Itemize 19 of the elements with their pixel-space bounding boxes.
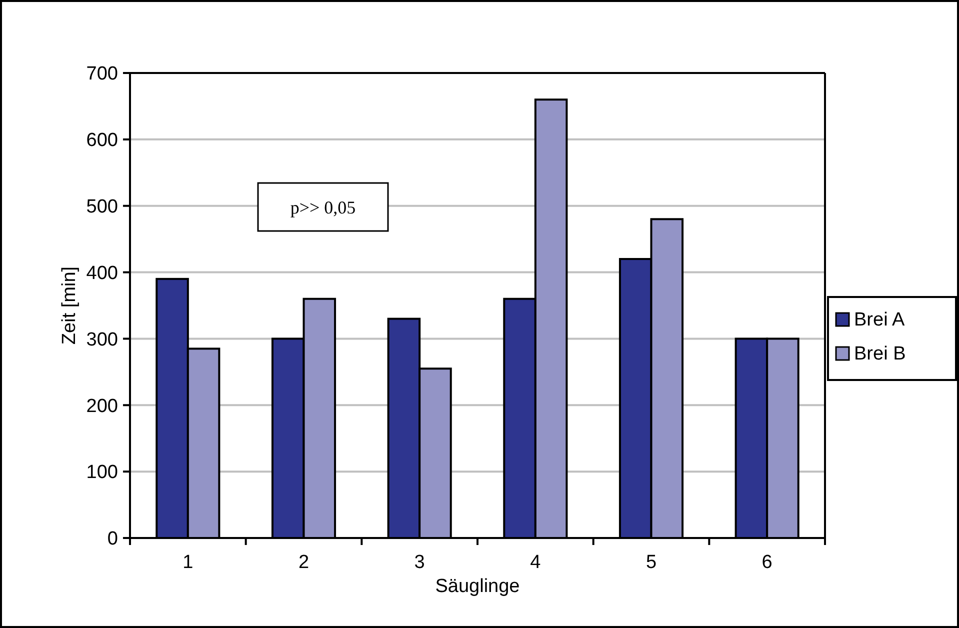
annotation: p>> 0,05	[290, 197, 356, 218]
x-tick-label: 1	[182, 552, 194, 573]
x-tick-label: 6	[762, 552, 772, 573]
x-tick-label: 2	[298, 552, 310, 573]
y-tick-label: 300	[86, 329, 118, 350]
legend-label: Brei B	[854, 344, 906, 365]
y-tick-label: 400	[86, 262, 118, 284]
x-tick-label: 3	[414, 552, 425, 573]
y-tick-label: 0	[107, 528, 118, 550]
y-axis-title: Zeit [min]	[59, 266, 80, 345]
x-tick-label: 5	[646, 552, 657, 573]
y-tick-label: 700	[86, 64, 118, 85]
y-tick-label: 100	[86, 462, 118, 484]
y-tick-label: 600	[86, 130, 118, 152]
x-axis-title: Säuglinge	[435, 576, 520, 597]
x-tick-label: 4	[530, 552, 542, 573]
y-tick-label: 200	[86, 396, 118, 417]
legend-label: Brei A	[854, 310, 906, 331]
y-tick-label: 500	[86, 196, 118, 218]
